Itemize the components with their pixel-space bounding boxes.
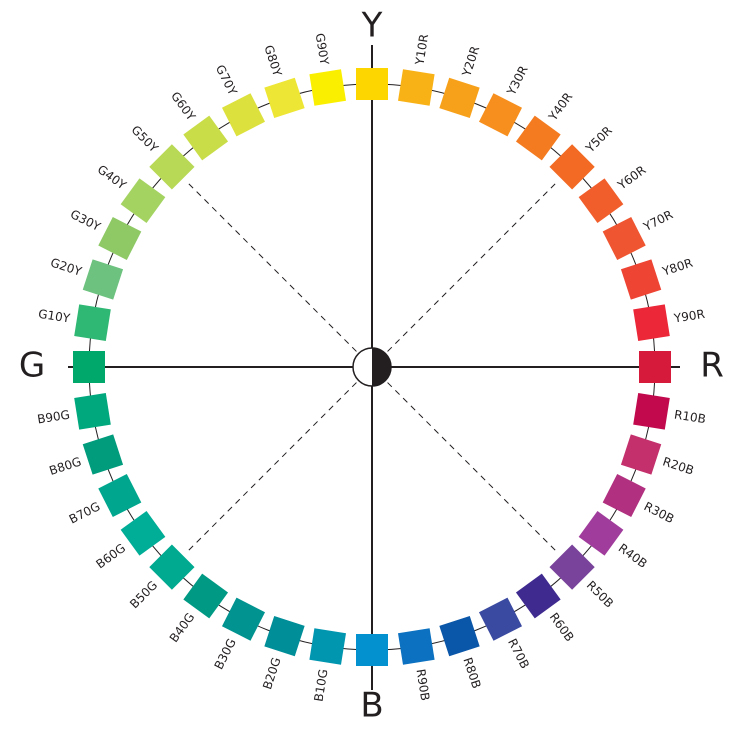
swatch bbox=[98, 473, 142, 518]
hue-label: G70Y bbox=[213, 63, 240, 98]
hue-label: B90G bbox=[36, 407, 71, 426]
swatch bbox=[639, 351, 671, 383]
swatch bbox=[602, 216, 646, 261]
hue-label: R50B bbox=[584, 578, 616, 610]
swatch bbox=[82, 434, 124, 475]
diagonal bbox=[186, 181, 373, 368]
swatch bbox=[221, 597, 266, 641]
hue-label: Y60R bbox=[614, 163, 648, 193]
hue-label: R60B bbox=[547, 610, 577, 644]
hue-label: Y80R bbox=[660, 256, 695, 279]
swatch bbox=[183, 115, 229, 161]
swatch bbox=[74, 304, 111, 342]
hue-label: G40Y bbox=[95, 162, 130, 192]
hue-label: R90B bbox=[413, 668, 432, 702]
hue-label: B60G bbox=[93, 541, 128, 572]
swatch bbox=[515, 115, 561, 161]
swatch bbox=[82, 259, 124, 300]
diagonal bbox=[371, 366, 558, 553]
hue-label: B10G bbox=[312, 668, 331, 703]
hue-label: G80Y bbox=[261, 43, 284, 78]
swatch bbox=[602, 473, 646, 518]
hue-label: R30B bbox=[642, 499, 677, 526]
swatch bbox=[478, 93, 523, 137]
swatch bbox=[620, 259, 662, 300]
hue-label: R20B bbox=[661, 454, 696, 477]
diagonal bbox=[186, 366, 373, 553]
center-half bbox=[372, 348, 391, 386]
swatch bbox=[120, 178, 166, 224]
hue-label: G90Y bbox=[313, 32, 332, 66]
swatch bbox=[439, 615, 480, 657]
swatch bbox=[515, 573, 561, 619]
swatch bbox=[98, 216, 142, 261]
hue-label: R40B bbox=[616, 541, 650, 571]
primary-label: G bbox=[19, 346, 45, 386]
hue-label: G10Y bbox=[37, 307, 71, 326]
hue-label: B80G bbox=[47, 454, 83, 477]
swatch bbox=[183, 573, 229, 619]
swatch bbox=[478, 597, 523, 641]
swatch bbox=[149, 544, 195, 590]
swatch bbox=[397, 628, 435, 665]
hue-label: Y30R bbox=[504, 63, 531, 98]
swatch bbox=[73, 351, 105, 383]
swatch bbox=[309, 628, 347, 665]
swatch bbox=[356, 634, 388, 666]
hue-label: R80B bbox=[460, 656, 483, 691]
swatch bbox=[309, 69, 347, 106]
swatch bbox=[120, 510, 166, 556]
hue-label: Y10R bbox=[412, 33, 431, 67]
hue-label: Y20R bbox=[459, 44, 482, 79]
swatch bbox=[578, 510, 624, 556]
hue-label: B50G bbox=[127, 578, 160, 611]
swatch bbox=[149, 144, 195, 190]
hue-label: G50Y bbox=[128, 123, 161, 156]
swatch bbox=[439, 77, 480, 119]
hue-label: G30Y bbox=[68, 207, 103, 234]
hue-label: B30G bbox=[212, 636, 239, 672]
hue-label: Y40R bbox=[545, 90, 575, 124]
swatch bbox=[264, 615, 305, 657]
swatch bbox=[221, 93, 266, 137]
hue-label: Y50R bbox=[582, 123, 614, 155]
hue-label: B70G bbox=[67, 499, 103, 526]
primary-label: B bbox=[360, 686, 383, 726]
hue-label: Y90R bbox=[672, 307, 706, 326]
diagonal bbox=[371, 181, 558, 368]
swatch bbox=[633, 304, 670, 342]
hue-label: R10B bbox=[673, 407, 707, 426]
primary-label: R bbox=[700, 346, 724, 386]
hue-label: Y70R bbox=[640, 207, 675, 234]
swatch bbox=[356, 68, 388, 100]
primary-label: Y bbox=[361, 6, 383, 46]
swatch bbox=[620, 434, 662, 475]
swatch bbox=[633, 392, 670, 430]
hue-label: B40G bbox=[167, 610, 198, 645]
swatch bbox=[264, 77, 305, 119]
hue-label: R70B bbox=[505, 636, 532, 671]
swatch bbox=[74, 392, 111, 430]
hue-label: G20Y bbox=[49, 255, 84, 278]
hue-label: G60Y bbox=[168, 89, 198, 124]
swatch bbox=[578, 178, 624, 224]
hue-label: B20G bbox=[260, 656, 283, 692]
swatch bbox=[397, 69, 435, 106]
